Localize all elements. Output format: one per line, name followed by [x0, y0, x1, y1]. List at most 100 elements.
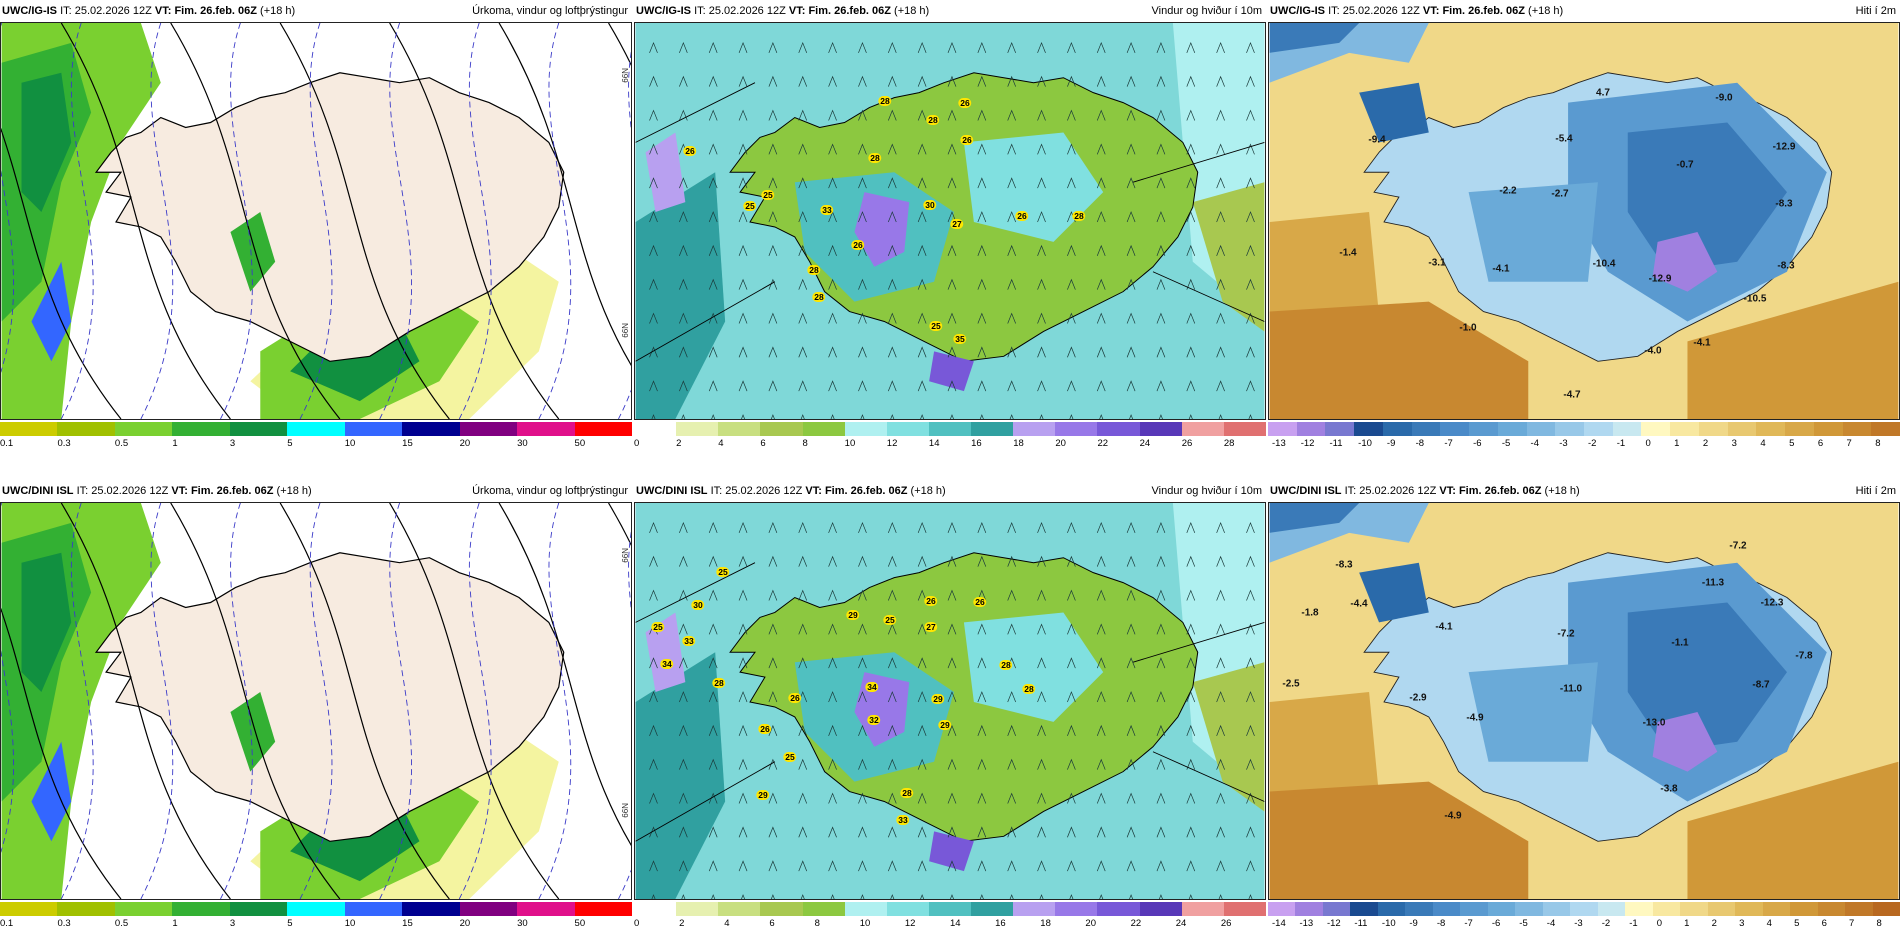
scale-swatch: [1842, 422, 1872, 436]
gust-label: 25: [883, 615, 897, 625]
map-edge-label: N99: [620, 68, 629, 83]
scale-swatch: [1377, 902, 1406, 916]
panel-header: UWC/IG-IS IT: 25.02.2026 12Z VT: Fim. 26…: [634, 0, 1266, 22]
gust-label: 29: [756, 790, 770, 800]
temperature-label: -8.3: [1335, 559, 1353, 571]
map-image: 4.7 -9.0 -9.4 -5.4 -12.9 -0.7 -2.2 -2.7 -8.3 -1.4…: [1268, 22, 1900, 420]
temperature-label: -2.5: [1282, 678, 1300, 690]
scale-swatch: [344, 902, 403, 916]
gust-label: 28: [868, 153, 882, 163]
scale-tick: 4: [1760, 438, 1766, 449]
scale-swatch: [928, 422, 972, 436]
scale-swatch: [114, 902, 173, 916]
temperature-label: -4.1: [1435, 621, 1453, 633]
gust-label: 35: [953, 334, 967, 344]
map-image: N99 N99: [0, 22, 632, 420]
scale-tick: 26: [1220, 918, 1232, 929]
gust-label: 27: [924, 622, 938, 632]
scale-swatch: [1181, 902, 1225, 916]
temperature-label: -4.0: [1644, 345, 1662, 357]
scale-swatch: [1350, 902, 1379, 916]
scale-swatch: [1735, 902, 1764, 916]
map-image: 25 30 25 33 34 28 26 29 25 26 27 28 26 34 32 29 29 28 26 25…: [634, 502, 1266, 900]
scale-tick: -11: [1329, 438, 1343, 449]
gust-label: 26: [683, 146, 697, 156]
gust-label: 25: [761, 190, 775, 200]
scale-swatch: [1139, 902, 1183, 916]
temperature-label: -1.1: [1671, 637, 1689, 649]
gust-label: 28: [1022, 684, 1036, 694]
scale-swatch: [1542, 902, 1571, 916]
scale-swatch: [1432, 902, 1461, 916]
scale-swatch: [1097, 422, 1141, 436]
scale-swatch: [57, 422, 116, 436]
gust-label: 33: [896, 815, 910, 825]
gust-label: 28: [812, 292, 826, 302]
gust-label: 26: [958, 98, 972, 108]
panel-header: UWC/DINI ISL IT: 25.02.2026 12Z VT: Fim.…: [634, 480, 1266, 502]
scale-swatch: [1597, 902, 1626, 916]
scale-swatch: [57, 902, 116, 916]
scale-swatch: [844, 902, 888, 916]
scale-tick: -13: [1272, 438, 1286, 449]
scale-swatch: [886, 422, 930, 436]
scale-tick: 3: [1731, 438, 1737, 449]
scale-swatch: [1013, 902, 1056, 916]
temperature-label: -4.9: [1444, 810, 1462, 822]
panel-header: UWC/DINI ISL IT: 25.02.2026 12Z VT: Fim.…: [0, 480, 632, 502]
panel-header: UWC/IG-IS IT: 25.02.2026 12Z VT: Fim. 26…: [1268, 0, 1900, 22]
panel-title: Hiti í 2m: [1855, 485, 1896, 497]
color-scale: 0 2 4 6 8 10 12 14 16 18 20 22 24 26: [634, 902, 1267, 932]
scale-tick: -6: [1491, 918, 1501, 929]
scale-tick: 4: [724, 918, 730, 929]
map-panel-p4: UWC/DINI ISL IT: 25.02.2026 12Z VT: Fim.…: [0, 480, 633, 945]
scale-tick: 1: [172, 438, 178, 449]
scale-swatch: [459, 902, 518, 916]
map-edge-label: N99: [620, 323, 629, 338]
scale-tick: 3: [229, 918, 236, 929]
scale-tick: 0: [1656, 918, 1662, 929]
color-scale: 0.1 0.3 0.5 1 3 5 10 15 20 30 50: [0, 902, 633, 932]
scale-tick: -4: [1530, 438, 1539, 449]
scale-swatch: [172, 422, 231, 436]
panel-run-info: UWC/IG-IS IT: 25.02.2026 12Z VT: Fim. 26…: [2, 5, 296, 17]
panel-run-info: UWC/IG-IS IT: 25.02.2026 12Z VT: Fim. 26…: [1270, 5, 1564, 17]
scale-tick: -1: [1616, 438, 1626, 449]
scale-swatch: [1625, 902, 1654, 916]
scale-swatch: [1515, 902, 1544, 916]
scale-swatch: [1555, 422, 1585, 436]
temperature-label: -3.8: [1660, 783, 1678, 795]
panel-title: Úrkoma, vindur og loftþrýstingur: [472, 5, 628, 17]
map-edge-label: N99: [620, 803, 629, 818]
scale-tick: 1: [1674, 438, 1680, 449]
gust-label: 28: [1072, 211, 1086, 221]
temperature-label: -9.4: [1368, 134, 1386, 146]
temperature-label: -10.5: [1743, 293, 1767, 305]
scale-swatch: [1707, 902, 1736, 916]
scale-swatch: [1698, 422, 1729, 436]
gust-label: 34: [660, 659, 674, 669]
scale-tick: 12: [886, 438, 898, 449]
scale-tick: 28: [1223, 438, 1235, 449]
scale-tick: 50: [574, 438, 586, 449]
scale-swatch: [760, 902, 804, 916]
panel-run-info: UWC/IG-IS IT: 25.02.2026 12Z VT: Fim. 26…: [636, 5, 930, 17]
panel-title: Úrkoma, vindur og loftþrýstingur: [472, 485, 628, 497]
temperature-label: -1.4: [1339, 247, 1357, 259]
temperature-label: -10.4: [1592, 258, 1616, 270]
temperature-label: -3.1: [1428, 257, 1446, 269]
scale-tick: -6: [1473, 438, 1482, 449]
scale-swatch: [1871, 422, 1900, 436]
scale-swatch: [1181, 422, 1225, 436]
color-scale: 0.1 0.3 0.5 1 3 5 10 15 20 30 50: [0, 422, 633, 452]
scale-swatch: [1813, 422, 1844, 436]
scale-swatch: [1526, 422, 1556, 436]
temperature-label: -12.9: [1772, 141, 1796, 153]
scale-swatch: [1497, 422, 1528, 436]
gust-label: 28: [712, 678, 726, 688]
scale-swatch: [1139, 422, 1183, 436]
scale-tick: 0: [634, 918, 640, 929]
scale-swatch: [1641, 422, 1671, 436]
panel-run-info: UWC/DINI ISL IT: 25.02.2026 12Z VT: Fim.…: [2, 485, 312, 497]
gust-label: 26: [960, 135, 974, 145]
